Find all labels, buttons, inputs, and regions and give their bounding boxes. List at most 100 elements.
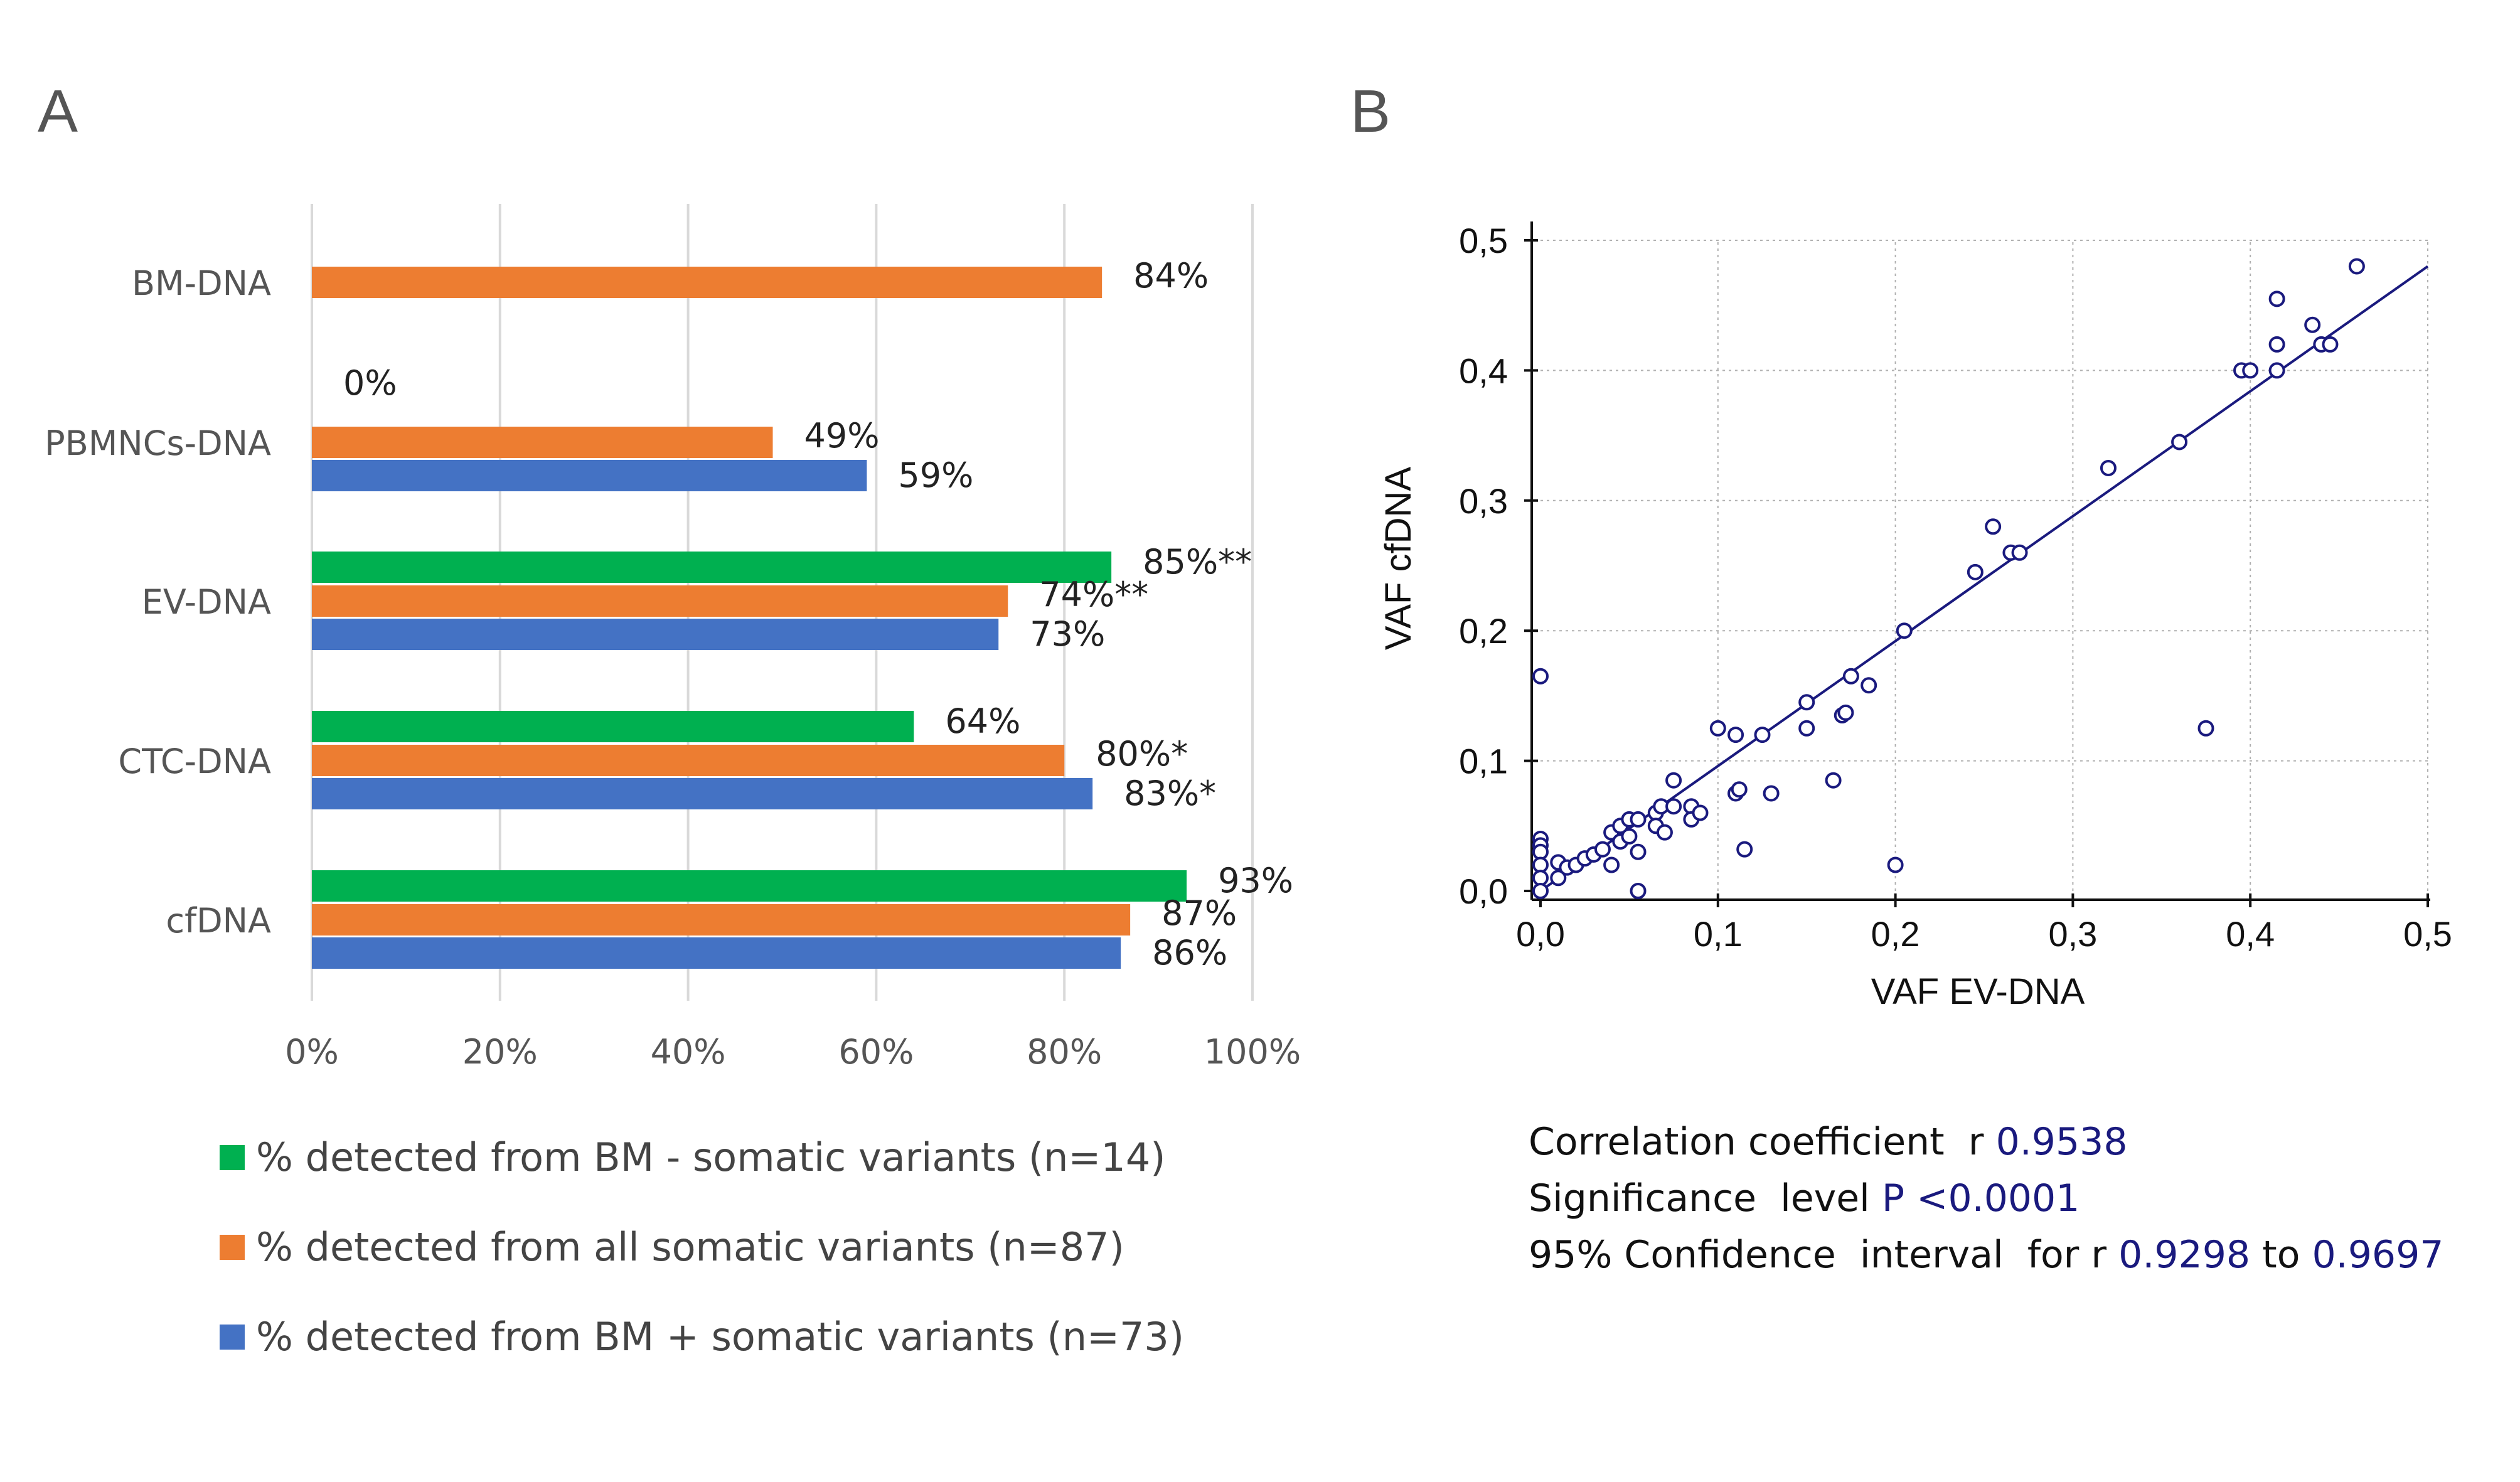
data-label: 93%: [1218, 861, 1293, 900]
legend-label: % detected from BM + somatic variants (n…: [256, 1314, 1184, 1360]
scatter-point: [1532, 668, 1549, 685]
scatter-point: [2304, 316, 2321, 333]
scatter-point: [2268, 362, 2285, 379]
x-tick-label: 0,1: [1694, 914, 1743, 954]
stats-line-confidence: 95% Confidence interval for r 0.9298 to …: [1529, 1236, 2443, 1274]
scatter-point: [1896, 622, 1913, 639]
data-label: 87%: [1161, 893, 1237, 933]
scatter-point: [1736, 841, 1753, 858]
scatter-point: [1621, 828, 1638, 845]
data-label: 73%: [1030, 614, 1105, 654]
scatter-point: [1532, 883, 1549, 899]
stats-confidence-lower: 0.9298: [2118, 1233, 2251, 1277]
y-tick-label: 0,4: [1459, 351, 1508, 390]
scatter-point: [1692, 804, 1709, 821]
legend-label: % detected from BM - somatic variants (n…: [256, 1134, 1165, 1180]
x-tick-label: 40%: [651, 1032, 726, 1072]
scatter-point: [2197, 720, 2214, 737]
data-label: 85%**: [1143, 542, 1252, 582]
bar: [312, 619, 999, 650]
stats-confidence-upper: 0.9697: [2312, 1233, 2444, 1277]
scatter-point: [1967, 563, 1983, 580]
data-label: 86%: [1152, 933, 1227, 973]
y-tick-label: 0,5: [1459, 221, 1508, 260]
y-tick-label: 0,2: [1459, 611, 1508, 651]
bar-chart-legend: % detected from BM - somatic variants (n…: [220, 1134, 1184, 1360]
scatter-point: [1532, 870, 1549, 887]
scatter-point: [1825, 772, 1842, 789]
category-label: BM-DNA: [132, 264, 271, 303]
x-tick-label: 0%: [285, 1032, 339, 1072]
stats-significance-label: Significance level: [1529, 1176, 1882, 1220]
scatter-point: [2242, 362, 2259, 379]
scatter-point: [1665, 798, 1682, 815]
stats-correlation-label: Correlation coefficient r: [1529, 1120, 1996, 1164]
scatter-chart: 0,00,0 0,1 0,1 0,2 0,2 0,3 0,3 0,4 0,4 0,5 0,5 VAF …: [1378, 221, 2452, 1012]
x-tick-label: 0,4: [2226, 914, 2275, 954]
x-tick-label: 60%: [838, 1032, 914, 1072]
bar: [312, 585, 1008, 617]
stats-confidence-to: to: [2250, 1233, 2312, 1277]
scatter-point: [1763, 785, 1780, 802]
scatter-point: [1630, 811, 1647, 828]
scatter-point: [1630, 883, 1647, 899]
y-tick-label: 0,0: [1459, 872, 1508, 911]
category-label: cfDNA: [166, 901, 271, 941]
scatter-point: [1985, 518, 2002, 535]
scatter-point: [1630, 843, 1647, 860]
x-tick-label: 80%: [1027, 1032, 1102, 1072]
data-label: 84%: [1133, 256, 1209, 296]
y-tick-label: 0,1: [1459, 742, 1508, 781]
x-axis-title: VAF EV-DNA: [1871, 971, 2085, 1012]
y-tick-label: 0,3: [1459, 481, 1508, 521]
bar-chart: 0% 20% 40% 60% 80% 100% BM-DNA 84% PBMNCs-DNA 0% 4…: [45, 204, 1301, 1072]
scatter-point: [1656, 824, 1673, 841]
panel-a-letter: A: [38, 78, 78, 145]
category-label: CTC-DNA: [118, 742, 271, 781]
scatter-point: [2268, 336, 2285, 353]
stats-line-correlation: Correlation coefficient r 0.9538: [1529, 1123, 2128, 1161]
bar: [312, 552, 1112, 583]
scatter-point: [2322, 336, 2339, 353]
x-tick-label: 20%: [462, 1032, 538, 1072]
x-tick-label: 100%: [1204, 1032, 1301, 1072]
scatter-point: [1550, 870, 1567, 887]
data-label: 0%: [343, 363, 397, 403]
data-label: 83%*: [1124, 774, 1216, 813]
scatter-point: [1665, 772, 1682, 789]
scatter-point: [1837, 704, 1854, 721]
stats-line-significance: Significance level P <0.0001: [1529, 1180, 2080, 1217]
category-label: PBMNCs-DNA: [45, 424, 271, 463]
data-label: 59%: [898, 456, 973, 495]
scatter-point: [1798, 720, 1815, 737]
scatter-point: [1709, 720, 1726, 737]
scatter-point: [1603, 856, 1620, 873]
panel-b-letter: B: [1350, 78, 1391, 145]
scatter-point: [2171, 434, 2188, 450]
scatter-point: [1798, 694, 1815, 711]
bar: [312, 267, 1102, 298]
stats-confidence-label: 95% Confidence interval for r: [1529, 1233, 2119, 1277]
scatter-point: [1754, 727, 1771, 744]
x-tick-label: 0,2: [1871, 914, 1920, 954]
stats-correlation-value: 0.9538: [1995, 1120, 2128, 1164]
scatter-point: [1727, 727, 1744, 744]
scatter-point: [1887, 856, 1904, 873]
scatter-point: [2348, 258, 2365, 275]
x-tick-label: 0,0: [1516, 914, 1565, 954]
scatter-point: [2268, 291, 2285, 307]
legend-swatch: [220, 1235, 245, 1260]
bar: [312, 427, 773, 458]
bar: [312, 870, 1187, 902]
legend-label: % detected from all somatic variants (n=…: [256, 1224, 1124, 1270]
y-axis-title: VAF cfDNA: [1378, 467, 1419, 650]
bar: [312, 711, 914, 742]
regression-line: [1539, 265, 2429, 892]
bar: [312, 904, 1131, 936]
legend-swatch: [220, 1145, 245, 1170]
category-label: EV-DNA: [142, 582, 271, 622]
data-label: 64%: [945, 701, 1020, 741]
scatter-point: [1731, 781, 1748, 798]
data-label: 74%**: [1039, 575, 1148, 614]
